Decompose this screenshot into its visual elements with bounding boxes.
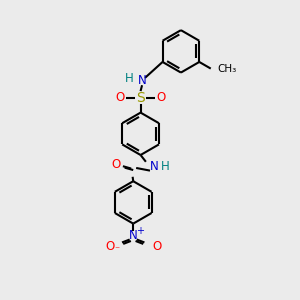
Text: O: O <box>157 91 166 104</box>
Text: H: H <box>125 72 134 85</box>
Text: N: N <box>129 230 138 242</box>
Text: +: + <box>136 226 144 236</box>
Text: S: S <box>136 91 145 105</box>
Text: ⁻: ⁻ <box>114 245 119 255</box>
Text: O: O <box>112 158 121 171</box>
Text: O: O <box>105 240 114 253</box>
Text: O: O <box>115 91 124 104</box>
Text: N: N <box>150 160 159 173</box>
Text: H: H <box>161 160 170 173</box>
Text: CH₃: CH₃ <box>217 64 236 74</box>
Text: O: O <box>152 240 161 253</box>
Text: N: N <box>138 74 146 87</box>
